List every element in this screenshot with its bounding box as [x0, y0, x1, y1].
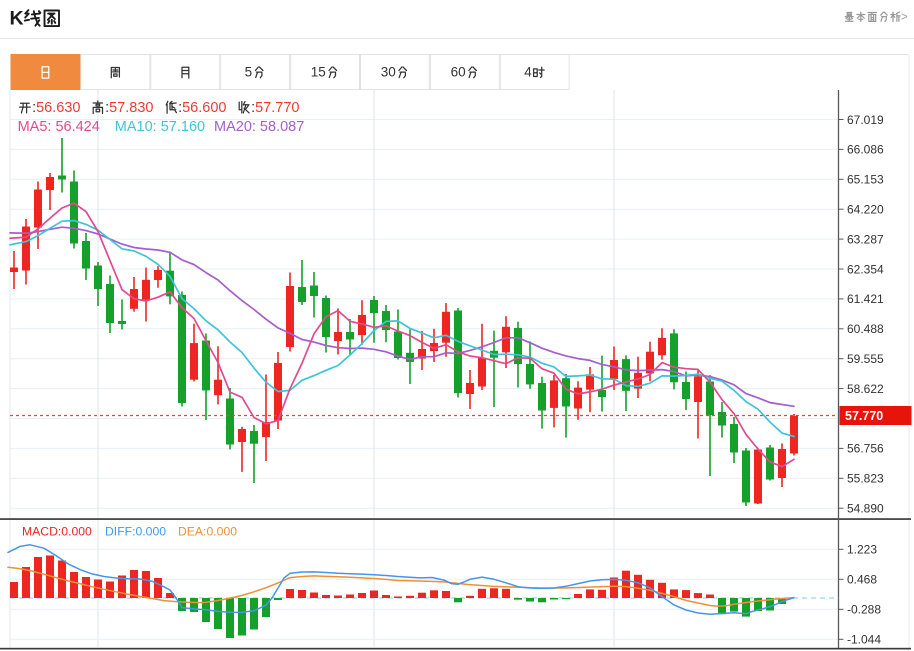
svg-text:0.000: 0.000	[136, 525, 167, 539]
svg-text:64.220: 64.220	[847, 203, 884, 217]
svg-text:-1.044: -1.044	[847, 633, 881, 647]
svg-text:4: 4	[524, 65, 532, 80]
svg-text:0.000: 0.000	[61, 525, 92, 539]
svg-text:0.000: 0.000	[207, 525, 238, 539]
svg-text:MA20: 58.087: MA20: 58.087	[214, 119, 304, 135]
svg-text:MACD:: MACD:	[22, 525, 61, 539]
svg-text:MA10: 57.160: MA10: 57.160	[115, 119, 205, 135]
svg-text:MA5: 56.424: MA5: 56.424	[18, 119, 100, 135]
svg-text:58.622: 58.622	[847, 382, 884, 396]
svg-text:61.421: 61.421	[847, 292, 884, 306]
svg-text:0: 0	[458, 65, 466, 80]
svg-text:55.823: 55.823	[847, 472, 884, 486]
svg-text:57.830: 57.830	[109, 100, 153, 116]
svg-text:66.086: 66.086	[847, 143, 884, 157]
svg-text:65.153: 65.153	[847, 173, 884, 187]
svg-text::: :	[105, 100, 109, 116]
svg-text:K: K	[10, 8, 24, 30]
svg-text:>: >	[901, 12, 908, 24]
svg-text:-0.288: -0.288	[847, 603, 881, 617]
svg-text:57.770: 57.770	[845, 409, 883, 423]
svg-text:59.555: 59.555	[847, 352, 884, 366]
svg-text:0: 0	[388, 65, 396, 80]
svg-text:DEA:: DEA:	[178, 525, 206, 539]
svg-text:1.223: 1.223	[847, 543, 877, 557]
svg-text:6: 6	[451, 65, 459, 80]
svg-text::: :	[251, 100, 255, 116]
svg-text:3: 3	[381, 65, 389, 80]
svg-text::: :	[178, 100, 182, 116]
svg-text:62.354: 62.354	[847, 262, 884, 276]
svg-text:0.468: 0.468	[847, 573, 877, 587]
svg-text:54.890: 54.890	[847, 502, 884, 516]
svg-text:DIFF:: DIFF:	[105, 525, 135, 539]
svg-text::: :	[32, 100, 36, 116]
svg-text:5: 5	[245, 65, 253, 80]
svg-text:56.630: 56.630	[36, 100, 80, 116]
svg-text:67.019: 67.019	[847, 113, 884, 127]
svg-text:56.600: 56.600	[182, 100, 226, 116]
svg-text:1: 1	[311, 65, 319, 80]
svg-text:63.287: 63.287	[847, 232, 884, 246]
svg-text:57.770: 57.770	[255, 100, 299, 116]
svg-text:60.488: 60.488	[847, 322, 884, 336]
svg-text:56.756: 56.756	[847, 442, 884, 456]
svg-text:5: 5	[318, 65, 326, 80]
